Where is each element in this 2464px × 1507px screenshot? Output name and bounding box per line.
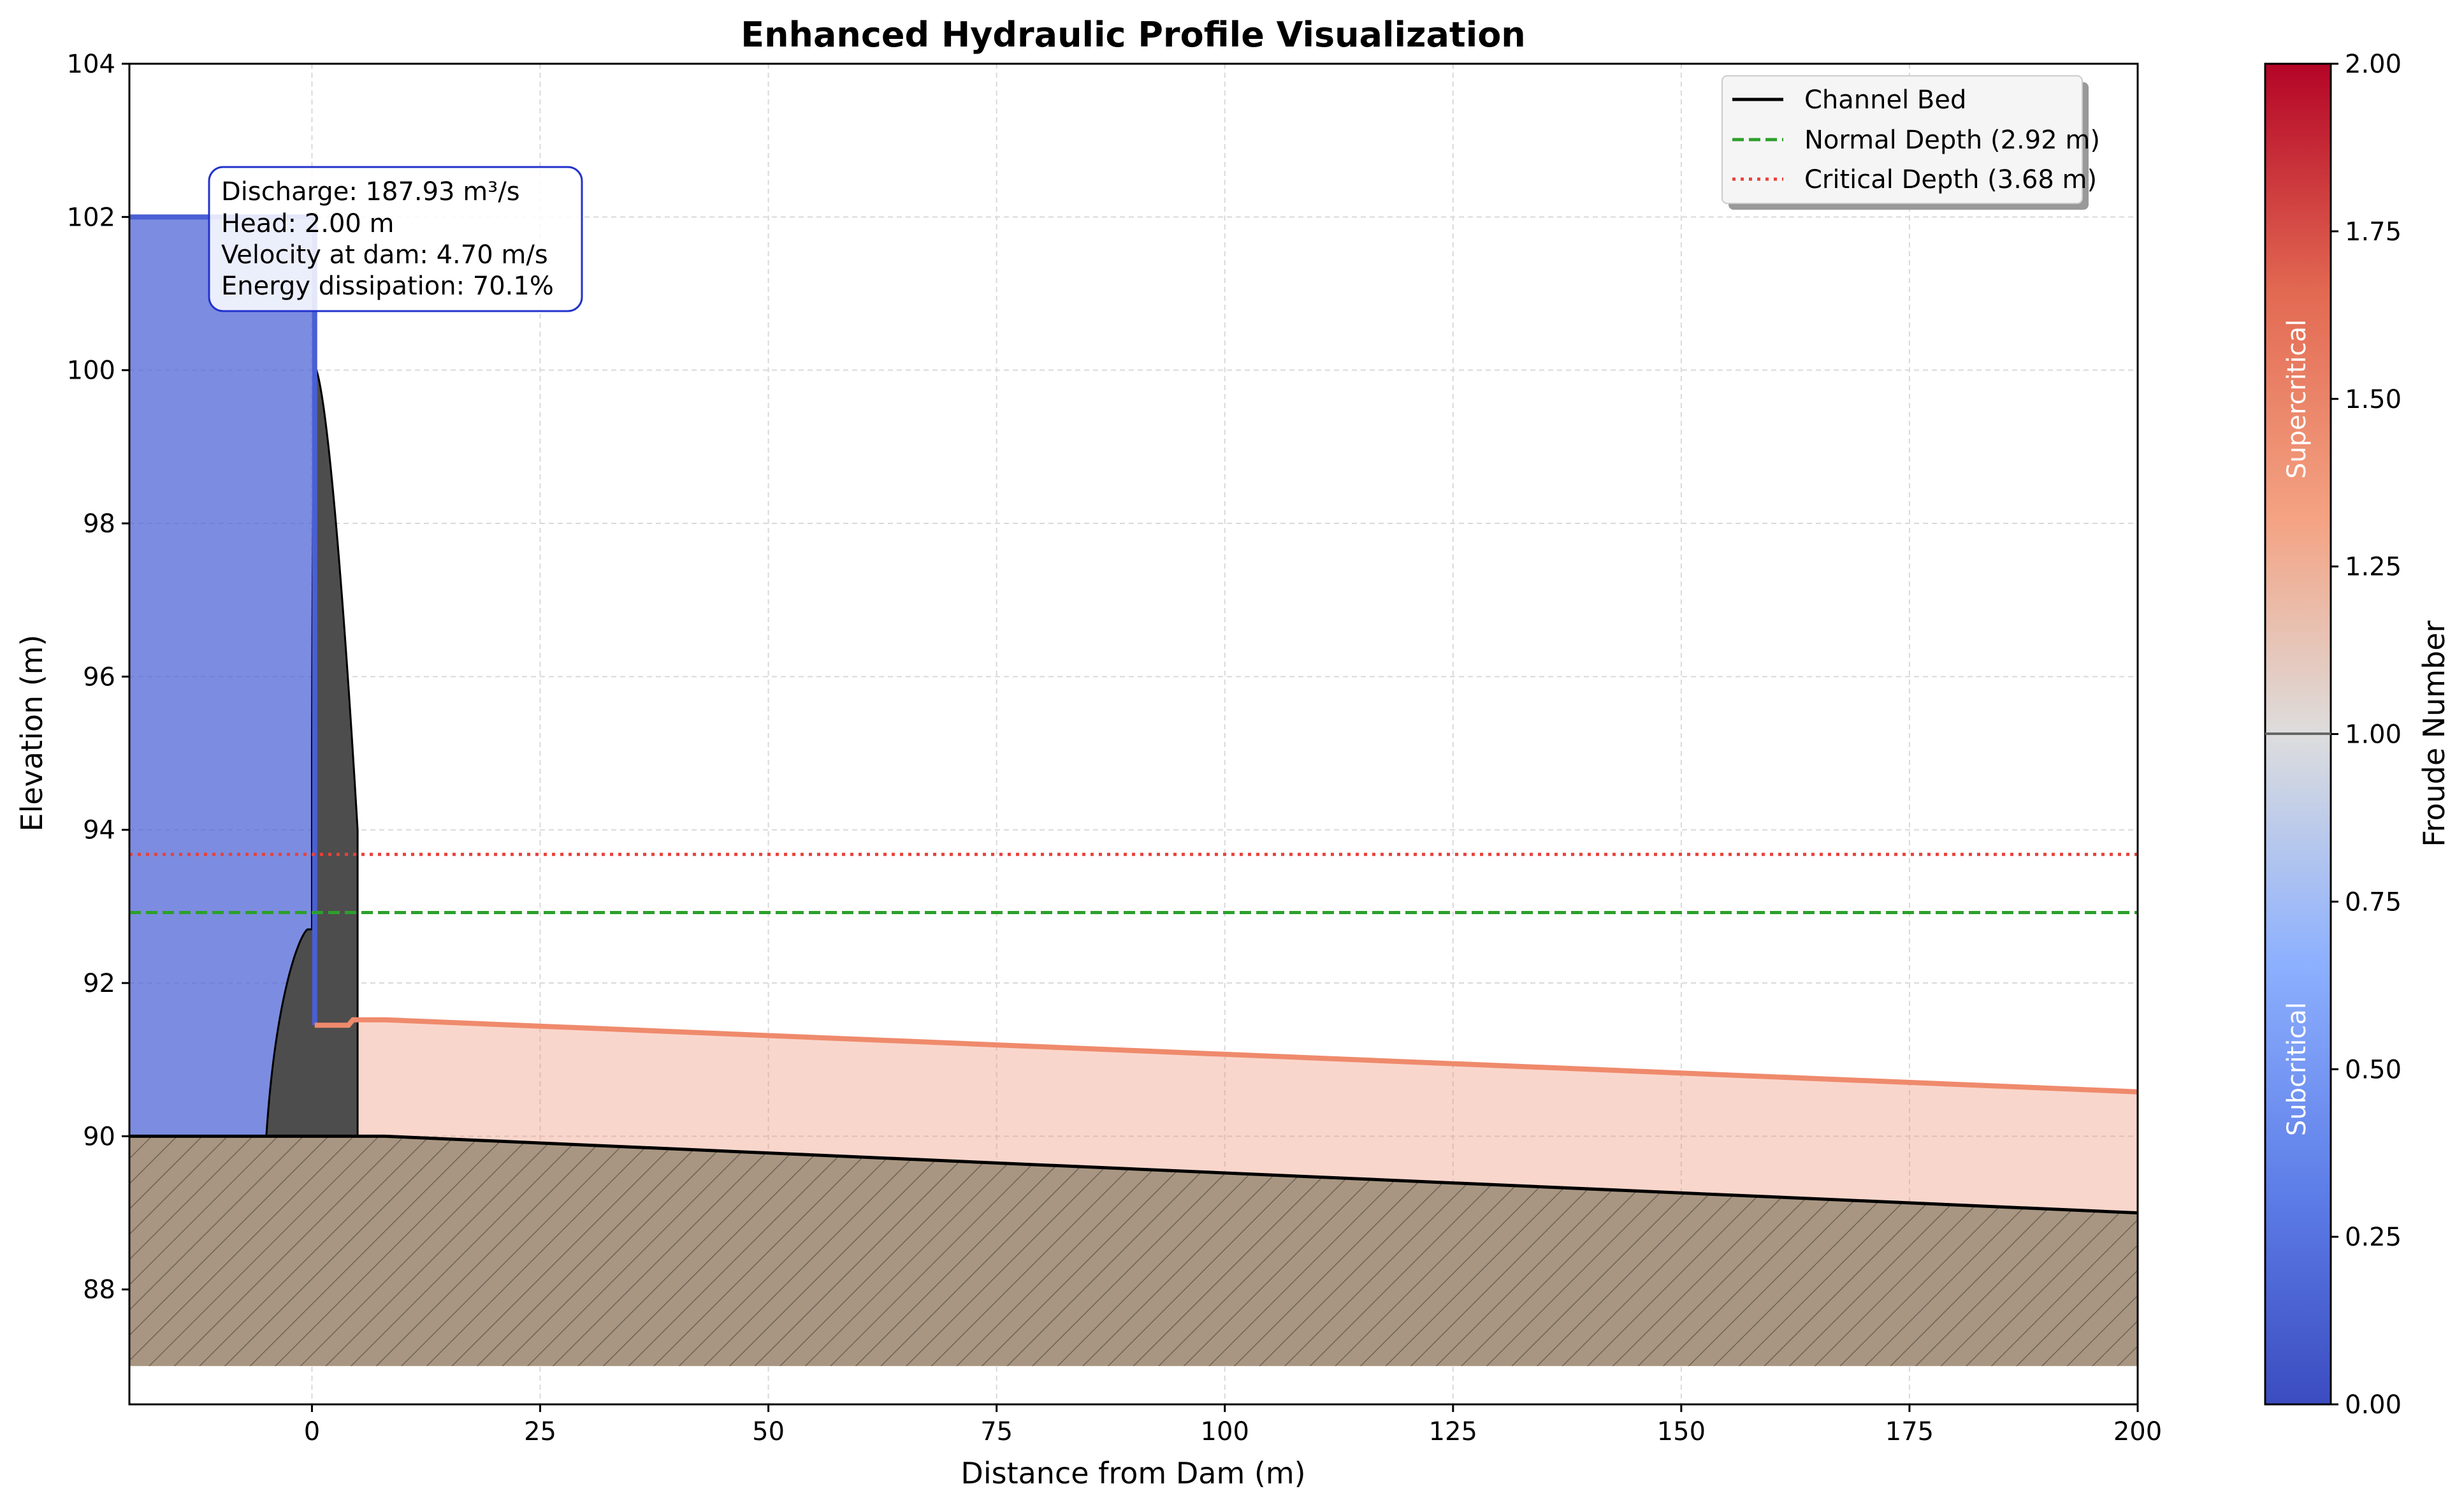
y-axis-ticks: 88 90 92 94 96 98 100 102 104	[67, 50, 129, 1305]
annotation-energy: Energy dissipation: 70.1%	[221, 272, 554, 301]
channel-bed-line	[129, 1134, 2138, 1215]
y-tick-label: 98	[83, 509, 115, 539]
x-tick-label: 150	[1657, 1417, 1706, 1446]
colorbar-tick-label: 0.50	[2345, 1055, 2402, 1084]
y-tick-label: 88	[83, 1276, 115, 1305]
axes-frame	[128, 62, 2139, 1406]
y-tick-label: 90	[83, 1122, 115, 1151]
reservoir-fill	[129, 217, 315, 1137]
y-tick-label: 100	[67, 356, 115, 386]
y-tick-label: 104	[67, 50, 115, 79]
colorbar-ticks: 0.00 0.25 0.50 0.75 1.00 1.25 1.50 1.75 2.00	[2331, 50, 2402, 1420]
legend-label-channel-bed: Channel Bed	[1804, 85, 1966, 115]
x-tick-label: 100	[1201, 1417, 1249, 1446]
colorbar-region-supercritical: Supercritical	[2282, 319, 2312, 479]
tailwater-fill	[314, 1019, 2138, 1213]
colorbar: 0.00 0.25 0.50 0.75 1.00 1.25 1.50 1.75 2.00 Sub…	[2264, 50, 2451, 1420]
annotation-velocity: Velocity at dam: 4.70 m/s	[221, 240, 548, 270]
colorbar-tick-label: 1.75	[2345, 217, 2402, 247]
annotation-box	[208, 166, 583, 312]
colorbar-tick-label: 0.75	[2345, 887, 2402, 917]
colorbar-tick-label: 1.00	[2345, 720, 2402, 750]
y-axis-label: Elevation (m)	[15, 635, 49, 832]
ground-hatch	[129, 1136, 2138, 1366]
legend-label-critical-depth: Critical Depth (3.68 m)	[1804, 165, 2097, 194]
x-axis-ticks: 0 25 50 75 100 125 150 175 200	[304, 1404, 2162, 1446]
y-tick-label: 92	[83, 969, 115, 998]
x-tick-label: 0	[304, 1417, 320, 1446]
colorbar-region-subcritical: Subcritical	[2282, 1002, 2312, 1136]
annotation-head: Head: 2.00 m	[221, 209, 395, 238]
annotation-discharge: Discharge: 187.93 m³/s	[221, 177, 520, 207]
legend-box	[1721, 75, 2083, 204]
colorbar-tick-label: 2.00	[2345, 50, 2402, 79]
x-tick-label: 175	[1885, 1417, 1934, 1446]
y-tick-label: 102	[67, 203, 115, 232]
legend: Channel Bed Normal Depth (2.92 m) Critic…	[1721, 75, 2100, 210]
x-tick-label: 25	[524, 1417, 556, 1446]
chart-title: Enhanced Hydraulic Profile Visualization	[741, 15, 1526, 55]
x-tick-label: 200	[2113, 1417, 2162, 1446]
tailwater-surface-line	[314, 1017, 2138, 1095]
x-axis-label: Distance from Dam (m)	[960, 1456, 1305, 1490]
legend-label-normal-depth: Normal Depth (2.92 m)	[1804, 126, 2100, 155]
x-tick-label: 50	[752, 1417, 785, 1446]
y-tick-label: 94	[83, 816, 115, 845]
x-tick-label: 125	[1429, 1417, 1477, 1446]
y-tick-label: 96	[83, 662, 115, 692]
colorbar-tick-label: 0.25	[2345, 1223, 2402, 1252]
colorbar-tick-label: 1.50	[2345, 385, 2402, 414]
info-annotation: Discharge: 187.93 m³/s Head: 2.00 m Velo…	[208, 166, 583, 312]
colorbar-label: Froude Number	[2417, 620, 2451, 847]
x-tick-label: 75	[980, 1417, 1013, 1446]
colorbar-tick-label: 0.00	[2345, 1390, 2402, 1420]
colorbar-tick-label: 1.25	[2345, 553, 2402, 582]
